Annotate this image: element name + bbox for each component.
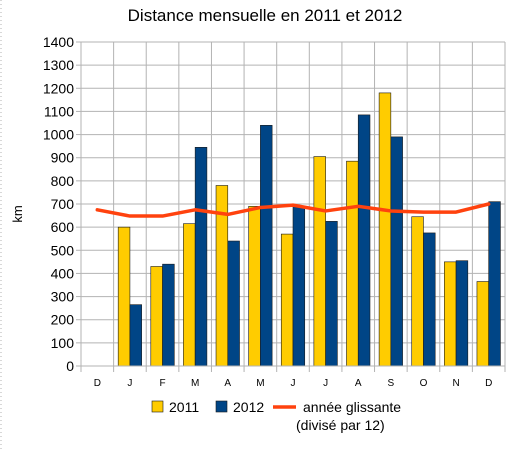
x-tick-label-4: A bbox=[224, 378, 231, 389]
y-tick-label-200: 200 bbox=[51, 312, 75, 328]
bar-2012-5 bbox=[260, 125, 272, 366]
x-tick-label-9: S bbox=[388, 378, 395, 389]
x-tick-label-1: J bbox=[127, 378, 132, 389]
x-tick-label-0: D bbox=[94, 378, 101, 389]
bar-2011-9 bbox=[379, 93, 391, 366]
y-tick-label-400: 400 bbox=[51, 265, 75, 281]
chart-title: Distance mensuelle en 2011 et 2012 bbox=[128, 6, 403, 25]
x-tick-label-6: J bbox=[291, 378, 296, 389]
legend-label-2012: 2012 bbox=[233, 399, 264, 415]
y-tick-label-1100: 1100 bbox=[44, 103, 74, 119]
x-tick-label-12: D bbox=[485, 378, 492, 389]
x-tick-label-5: M bbox=[256, 378, 264, 389]
y-tick-label-100: 100 bbox=[51, 335, 75, 351]
bar-2012-1 bbox=[130, 305, 142, 366]
bar-2011-11 bbox=[444, 262, 456, 366]
y-tick-label-0: 0 bbox=[66, 358, 74, 374]
x-tick-label-7: J bbox=[323, 378, 328, 389]
y-tick-label-500: 500 bbox=[51, 242, 75, 258]
bar-2011-3 bbox=[183, 224, 195, 366]
bar-2011-1 bbox=[118, 227, 130, 366]
bar-2011-10 bbox=[412, 217, 424, 366]
left-edge-dots bbox=[0, 0, 3, 450]
bar-2011-2 bbox=[151, 266, 163, 366]
x-tick-label-8: A bbox=[355, 378, 362, 389]
legend-label-line: année glissante bbox=[303, 399, 401, 415]
x-tick-label-2: F bbox=[159, 378, 165, 389]
bar-2012-9 bbox=[391, 137, 403, 366]
y-tick-label-1000: 1000 bbox=[43, 127, 74, 143]
bar-2011-7 bbox=[314, 157, 326, 366]
bar-2012-4 bbox=[228, 241, 240, 366]
y-tick-label-600: 600 bbox=[51, 219, 75, 235]
legend-label-2011: 2011 bbox=[169, 399, 199, 415]
bar-2012-6 bbox=[293, 206, 305, 366]
y-tick-label-1200: 1200 bbox=[43, 80, 74, 96]
bar-2012-8 bbox=[358, 115, 370, 366]
y-tick-label-800: 800 bbox=[51, 173, 75, 189]
legend-swatch-2012 bbox=[216, 401, 227, 412]
bar-2012-7 bbox=[326, 221, 338, 366]
y-tick-label-1400: 1400 bbox=[43, 34, 74, 50]
x-tick-label-3: M bbox=[191, 378, 199, 389]
x-tick-label-10: O bbox=[420, 378, 428, 389]
legend-swatch-2011 bbox=[152, 401, 163, 412]
bar-2011-6 bbox=[281, 234, 293, 366]
y-tick-label-700: 700 bbox=[51, 196, 75, 212]
legend: 2011 2012 année glissante (divisé par 12) bbox=[152, 399, 401, 433]
bar-2011-8 bbox=[346, 161, 358, 366]
bar-2012-11 bbox=[456, 261, 468, 366]
bar-2012-10 bbox=[423, 233, 435, 366]
legend-label-line-2: (divisé par 12) bbox=[296, 417, 385, 433]
y-tick-label-1300: 1300 bbox=[43, 57, 74, 73]
bar-2012-3 bbox=[195, 147, 207, 366]
y-tick-label-300: 300 bbox=[51, 289, 75, 305]
bar-2011-5 bbox=[249, 206, 261, 366]
x-tick-label-11: N bbox=[452, 378, 459, 389]
bar-2012-2 bbox=[163, 264, 175, 366]
bar-2012-12 bbox=[489, 202, 501, 366]
y-tick-label-900: 900 bbox=[51, 150, 75, 166]
bar-2011-12 bbox=[477, 282, 489, 366]
y-axis-label: km bbox=[10, 205, 25, 222]
